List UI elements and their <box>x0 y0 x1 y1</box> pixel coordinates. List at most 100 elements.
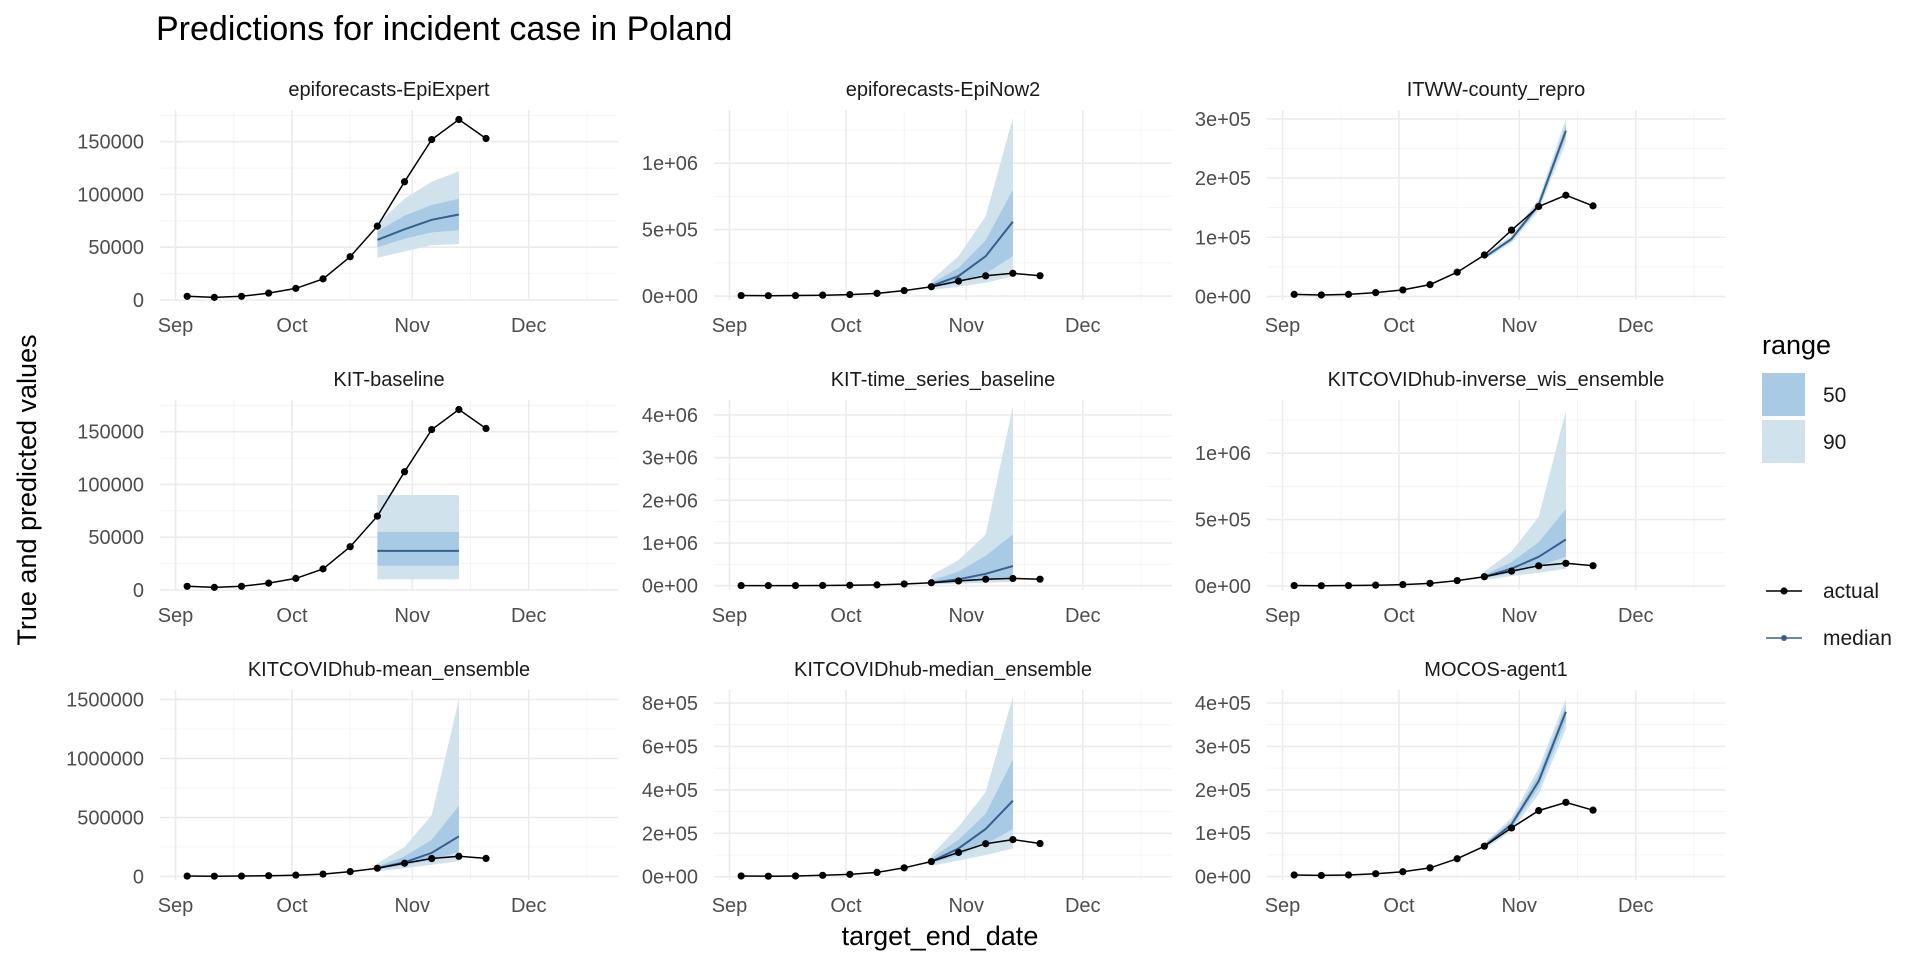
legend-key-range-50 <box>1762 373 1805 416</box>
actual-point <box>1317 871 1325 880</box>
actual-point <box>1507 824 1516 832</box>
actual-point <box>1036 839 1044 848</box>
x-tick-label: Dec <box>1618 895 1654 917</box>
actual-point <box>210 583 218 591</box>
x-tick-label: Sep <box>158 315 194 337</box>
actual-point <box>1426 864 1434 872</box>
actual-point <box>1372 870 1380 878</box>
ribbon-90 <box>931 406 1013 585</box>
x-tick-label: Sep <box>1265 895 1301 917</box>
y-tick-label: 2e+05 <box>642 823 698 845</box>
y-tick-label: 2e+05 <box>1195 780 1251 802</box>
y-tick-label: 100000 <box>77 474 144 496</box>
actual-point <box>265 872 273 880</box>
actual-point <box>819 871 827 879</box>
actual-point <box>210 872 218 880</box>
actual-point <box>764 872 772 880</box>
y-tick-label: 3e+06 <box>642 448 698 470</box>
actual-point <box>982 575 990 583</box>
actual-point <box>1009 574 1017 583</box>
actual-point <box>346 868 354 876</box>
actual-point <box>292 574 300 582</box>
x-tick-label: Sep <box>712 895 748 917</box>
panel-kitcovidhub-inverse-wis-ensemble: KITCOVIDhub-inverse_wis_ensemble Sep Oct No… <box>1195 369 1725 627</box>
actual-point <box>764 582 772 590</box>
median-line <box>1483 711 1567 847</box>
actual-point <box>954 577 963 585</box>
y-tick-label: 0e+00 <box>642 867 698 889</box>
y-tick-label: 0e+00 <box>1195 576 1251 598</box>
y-tick-label: 150000 <box>77 422 144 444</box>
ribbon-50 <box>931 759 1013 864</box>
median-line <box>930 800 1014 863</box>
actual-point <box>764 292 772 300</box>
actual-line <box>1294 194 1594 296</box>
x-tick-label: Oct <box>830 315 862 337</box>
actual-point <box>183 292 191 300</box>
legend-label-range-50: 50 <box>1823 384 1846 407</box>
actual-point <box>927 579 935 587</box>
ribbon-50 <box>377 531 459 566</box>
actual-point <box>1426 579 1434 587</box>
legend-key-range-90 <box>1762 420 1805 463</box>
panel-epiforecasts-epiexpert: epiforecasts-EpiExpert Sep Oct Nov Dec 0 50000… <box>77 79 618 337</box>
actual-point <box>737 291 745 300</box>
y-tick-label: 8e+05 <box>642 693 698 715</box>
ribbon-50 <box>931 189 1013 288</box>
actual-line <box>741 272 1041 297</box>
actual-point <box>900 286 908 295</box>
actual-point <box>455 852 463 860</box>
y-tick-label: 3e+05 <box>1195 736 1251 758</box>
actual-point <box>1290 871 1298 879</box>
median-line <box>1483 130 1567 259</box>
x-tick-label: Oct <box>276 895 308 917</box>
x-tick-label: Sep <box>712 315 748 337</box>
actual-point <box>846 290 854 299</box>
actual-point <box>1344 581 1353 590</box>
y-tick-label: 1500000 <box>66 689 144 711</box>
actual-point <box>183 872 191 880</box>
y-tick-label: 0 <box>133 580 144 602</box>
y-tick-label: 500000 <box>77 807 144 829</box>
actual-point <box>927 283 935 291</box>
panel-title: KITCOVIDhub-median_ensemble <box>794 659 1092 681</box>
actual-point <box>1317 291 1325 299</box>
y-tick-label: 1e+05 <box>1195 227 1251 249</box>
x-tick-label: Sep <box>158 895 194 917</box>
actual-point <box>1535 202 1543 211</box>
actual-point <box>1290 581 1298 590</box>
actual-point <box>428 425 436 434</box>
actual-line <box>741 838 1041 877</box>
y-tick-label: 1000000 <box>66 748 144 770</box>
actual-point <box>319 275 327 283</box>
y-tick-label: 0e+00 <box>642 576 698 598</box>
actual-point <box>846 870 854 878</box>
actual-point <box>400 468 409 476</box>
actual-point <box>1399 868 1407 876</box>
x-tick-label: Sep <box>1265 315 1301 337</box>
y-tick-label: 50000 <box>88 237 144 259</box>
actual-point <box>1589 202 1597 210</box>
chart-title: Predictions for incident case in Poland <box>156 10 732 48</box>
x-tick-label: Dec <box>1065 605 1101 627</box>
x-tick-label: Nov <box>394 895 430 917</box>
panel-mocos-agent1: MOCOS-agent1 Sep Oct Nov Dec 0e+00 1e+05 2e+05 3… <box>1195 659 1725 917</box>
median-line <box>931 565 1014 584</box>
actual-point <box>1480 251 1488 259</box>
legend-key-median <box>1766 635 1802 641</box>
panel-title: KIT-baseline <box>333 369 444 391</box>
actual-point <box>982 272 990 280</box>
actual-point <box>819 291 827 299</box>
actual-point <box>1317 582 1325 590</box>
x-tick-label: Dec <box>1065 895 1101 917</box>
y-tick-label: 4e+05 <box>1195 693 1251 715</box>
actual-point <box>791 872 800 880</box>
y-tick-label: 4e+05 <box>642 780 698 802</box>
x-axis-title: target_end_date <box>842 921 1039 951</box>
actual-point <box>482 134 490 143</box>
legend-range-title: range <box>1762 330 1831 360</box>
actual-point <box>292 871 300 879</box>
actual-point <box>982 840 990 848</box>
actual-point <box>737 581 745 590</box>
actual-point <box>1009 836 1017 844</box>
